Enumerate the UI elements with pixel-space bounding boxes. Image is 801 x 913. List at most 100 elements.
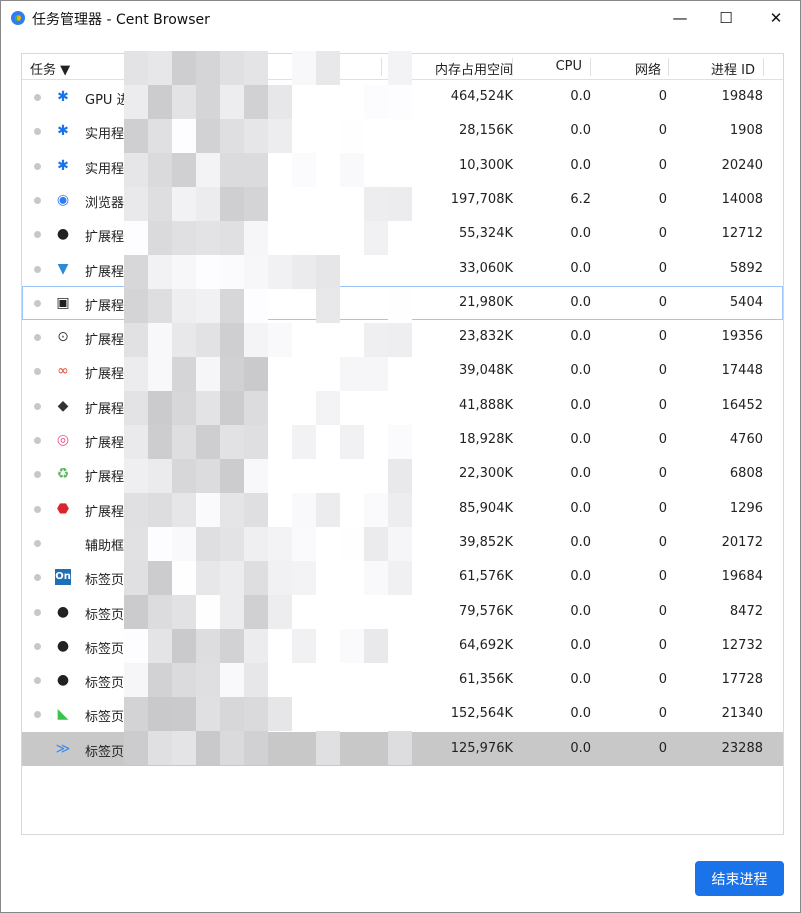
status-dot: [34, 471, 41, 479]
title-bar: 任务管理器 - Cent Browser — ☐ ✕: [1, 1, 801, 35]
network-value: 0: [658, 500, 667, 516]
pid-value: 20172: [721, 534, 763, 550]
layers-icon: ≫: [55, 740, 71, 757]
memory-value: 22,300K: [458, 466, 513, 482]
status-dot: [34, 231, 41, 239]
cpu-value: 0.0: [570, 603, 591, 619]
status-dot: [34, 437, 41, 444]
table-row[interactable]: ✱ 实用程序： 10,300K 0.0 0 20240: [22, 149, 783, 183]
column-pid[interactable]: 进程 ID: [711, 63, 755, 78]
network-value: 0: [658, 603, 667, 619]
column-divider[interactable]: [763, 58, 764, 76]
table-row[interactable]: ♻ 扩展程序： 22,300K 0.0 0 6808: [22, 457, 783, 491]
task-name: 实用程序：: [85, 127, 151, 143]
table-row[interactable]: ≫ 标签页：从 125,976K 0.0 0 23288: [22, 731, 783, 766]
pid-value: 19356: [721, 329, 763, 345]
pid-value: 23288: [721, 740, 763, 756]
task-table: 任务 ▼ 内存占用空间 CPU 网络 进程 ID ✱ GPU 进程 464,52…: [21, 53, 784, 835]
table-row[interactable]: ◉ 浏览器 197,708K 6.2 0 14008: [22, 183, 783, 217]
network-value: 0: [658, 740, 667, 756]
table-row[interactable]: ◎ 扩展程序： 18,928K 0.0 0 4760: [22, 423, 783, 457]
cpu-value: 0.0: [570, 397, 591, 413]
pid-value: 8472: [729, 603, 763, 619]
cpu-value: 0.0: [570, 500, 591, 516]
status-dot: [34, 574, 41, 582]
network-value: 0: [658, 637, 667, 653]
memory-value: 464,524K: [450, 89, 513, 104]
column-network[interactable]: 网络: [634, 63, 661, 78]
status-dot: [34, 677, 41, 685]
column-divider[interactable]: [381, 58, 382, 76]
table-row[interactable]: ✱ GPU 进程 464,524K 0.0 0 19848: [22, 80, 783, 114]
column-cpu[interactable]: CPU: [555, 59, 582, 74]
table-row[interactable]: ● 标签页：c 64,692K 0.0 0 12732: [22, 629, 783, 663]
monitor-icon: ▣: [56, 294, 70, 311]
task-name: 扩展程序：: [85, 298, 151, 314]
minimize-button[interactable]: —: [672, 9, 688, 27]
column-divider[interactable]: [590, 58, 591, 76]
pid-value: 20240: [721, 157, 763, 173]
memory-value: 152,564K: [450, 706, 513, 722]
memory-value: 21,980K: [458, 294, 513, 310]
task-name: 扩展程序：: [85, 333, 151, 349]
table-row[interactable]: ◣ 标签页：我 152,564K 0.0 0 21340: [22, 697, 783, 731]
table-header: 任务 ▼ 内存占用空间 CPU 网络 进程 ID: [22, 54, 783, 80]
table-row[interactable]: ▣ 扩展程序： 21,980K 0.0 0 5404: [22, 285, 783, 320]
puzzle-icon: ✱: [57, 157, 69, 174]
extension-icon: ◆: [57, 397, 69, 414]
task-name: 扩展程序：: [85, 264, 151, 280]
cent-browser-icon: [11, 11, 25, 25]
column-divider[interactable]: [668, 58, 669, 76]
pid-value: 19848: [721, 89, 763, 104]
memory-value: 23,832K: [458, 329, 513, 345]
cpu-value: 0.0: [570, 294, 591, 310]
puzzle-icon: ✱: [57, 123, 69, 140]
cpu-value: 0.0: [570, 123, 591, 139]
table-row[interactable]: On 标签页：P 61,576K 0.0 0 19684: [22, 560, 783, 594]
cpu-value: 0.0: [570, 89, 591, 104]
network-value: 0: [658, 294, 667, 310]
column-memory[interactable]: 内存占用空间: [434, 63, 513, 78]
cpu-value: 0.0: [570, 157, 591, 173]
pid-value: 12732: [721, 637, 763, 653]
table-row[interactable]: ● 标签页：J 79,576K 0.0 0 8472: [22, 595, 783, 629]
close-button[interactable]: ✕: [769, 9, 783, 27]
status-dot: [34, 265, 41, 273]
cpu-value: 0.0: [570, 226, 591, 242]
column-task-label: 任务: [30, 63, 57, 78]
pid-value: 1296: [729, 500, 763, 516]
memory-value: 197,708K: [450, 191, 513, 207]
network-value: 0: [658, 569, 667, 585]
table-row[interactable]: ● 标签页：B 61,356K 0.0 0 17728: [22, 663, 783, 697]
end-process-button[interactable]: 结束进程: [695, 861, 784, 896]
cpu-value: 0.0: [570, 672, 591, 688]
table-row[interactable]: ✱ 实用程序： 28,156K 0.0 0 1908: [22, 114, 783, 148]
table-row[interactable]: ∞ 扩展程序： 39,048K 0.0 0 17448: [22, 354, 783, 388]
table-row[interactable]: ⬣ 扩展程序： 85,904K 0.0 0 1296: [22, 492, 783, 526]
cpu-value: 0.0: [570, 363, 591, 379]
task-name: 标签页：c: [85, 641, 145, 657]
puzzle-icon: ✱: [57, 89, 69, 105]
table-row[interactable]: ◆ 扩展程序： 41,888K 0.0 0 16452: [22, 389, 783, 423]
pid-value: 19684: [721, 569, 763, 585]
task-name: 实用程序：: [85, 161, 151, 177]
maximize-button[interactable]: ☐: [719, 9, 733, 27]
task-name: 扩展程序：: [85, 436, 151, 451]
cpu-value: 0.0: [570, 740, 591, 756]
adblock-icon: ⬣: [56, 500, 70, 517]
memory-value: 85,904K: [458, 500, 513, 516]
table-row[interactable]: ⊙ 扩展程序： 23,832K 0.0 0 19356: [22, 320, 783, 354]
task-name: 扩展程序：: [85, 230, 151, 246]
status-dot: [34, 642, 41, 650]
table-row[interactable]: ▼ 扩展程序： 33,060K 0.0 0 5892: [22, 252, 783, 286]
table-row[interactable]: 辅助框架： 39,852K 0.0 0 20172: [22, 526, 783, 560]
pid-value: 6808: [729, 466, 763, 482]
task-name: 标签页：B: [85, 676, 146, 692]
status-dot: [34, 711, 41, 719]
status-dot: [34, 402, 41, 410]
column-task[interactable]: 任务 ▼: [30, 59, 70, 78]
status-dot: [34, 196, 41, 204]
column-divider[interactable]: [512, 58, 513, 76]
network-value: 0: [658, 157, 667, 173]
table-row[interactable]: ● 扩展程序： 55,324K 0.0 0 12712: [22, 217, 783, 251]
